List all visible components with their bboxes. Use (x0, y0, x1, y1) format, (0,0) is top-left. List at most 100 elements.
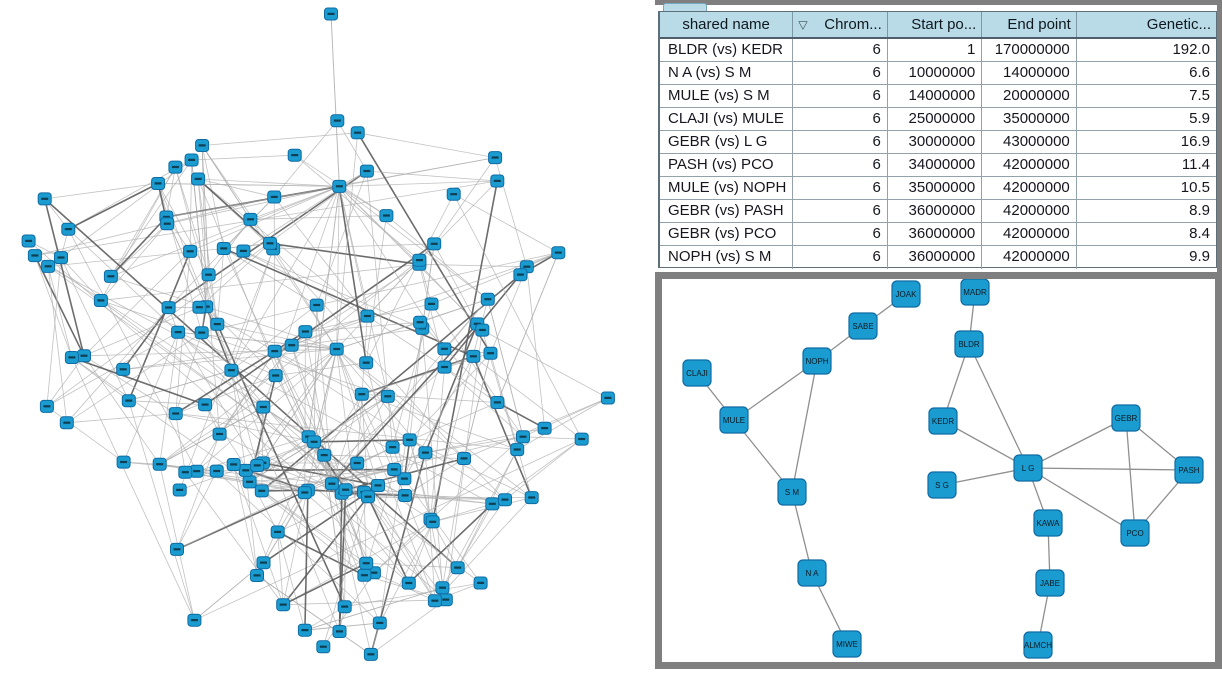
cell-start_point[interactable]: 1 (888, 39, 983, 61)
cell-end_point[interactable]: 42000000 (982, 223, 1077, 245)
graph-node-label (258, 490, 265, 492)
cell-start_point[interactable]: 36000000 (888, 223, 983, 245)
cell-start_point[interactable]: 36000000 (888, 246, 983, 269)
cell-start_point[interactable]: 35000000 (888, 177, 983, 199)
graph-node-label (431, 600, 438, 602)
column-header-end-point[interactable]: End point (982, 12, 1077, 37)
cell-shared_name[interactable]: CLAJI (vs) MULE (660, 108, 793, 130)
cell-shared_name[interactable]: GEBR (vs) PCO (660, 223, 793, 245)
cell-end_point[interactable]: 20000000 (982, 85, 1077, 107)
cell-end_point[interactable]: 42000000 (982, 246, 1077, 269)
graph-node-label (417, 321, 424, 323)
graph-node-label (174, 548, 181, 550)
column-header-start-point[interactable]: Start po... (888, 12, 983, 37)
overview-network-canvas[interactable] (0, 0, 655, 674)
graph-node-label (494, 401, 501, 403)
graph-node-label (363, 170, 370, 172)
cell-start_point[interactable]: 14000000 (888, 85, 983, 107)
cell-end_point[interactable]: 14000000 (982, 62, 1077, 84)
cell-chromosome[interactable]: 6 (793, 131, 888, 153)
cell-shared_name[interactable]: MULE (vs) S M (660, 85, 793, 107)
cell-shared_name[interactable]: MULE (vs) NOPH (660, 177, 793, 199)
cell-chromosome[interactable]: 6 (793, 200, 888, 222)
filter-icon[interactable]: ▽ (798, 18, 807, 31)
graph-node-label (311, 441, 318, 443)
cell-shared_name[interactable]: GEBR (vs) L G (660, 131, 793, 153)
graph-node-label: L G (1022, 464, 1035, 473)
cell-end_point[interactable]: 35000000 (982, 108, 1077, 130)
cell-genetic[interactable]: 7.5 (1077, 85, 1216, 107)
cell-genetic[interactable]: 9.9 (1077, 246, 1216, 269)
cell-start_point[interactable]: 10000000 (888, 62, 983, 84)
cell-chromosome[interactable]: 6 (793, 108, 888, 130)
column-header-chromosome[interactable]: ▽Chrom... (793, 12, 888, 37)
column-header-shared-name[interactable]: shared name (660, 12, 793, 37)
overview-network-svg[interactable] (0, 0, 655, 669)
cell-chromosome[interactable]: 6 (793, 246, 888, 269)
cell-start_point[interactable]: 34000000 (888, 154, 983, 176)
graph-node-label (254, 574, 261, 576)
cell-shared_name[interactable]: N A (vs) S M (660, 62, 793, 84)
graph-node-label (155, 182, 162, 184)
cell-genetic[interactable]: 11.4 (1077, 154, 1216, 176)
graph-node-label (205, 274, 212, 276)
table-panel-tab[interactable] (663, 3, 707, 11)
cell-end_point[interactable]: 42000000 (982, 200, 1077, 222)
graph-edge (434, 158, 495, 244)
cell-genetic[interactable]: 192.0 (1077, 39, 1216, 61)
graph-edge (111, 217, 166, 276)
cell-start_point[interactable]: 36000000 (888, 200, 983, 222)
graph-node-label (365, 496, 372, 498)
graph-node-label (216, 433, 223, 435)
cell-shared_name[interactable]: NOPH (vs) S M (660, 246, 793, 269)
cell-genetic[interactable]: 8.4 (1077, 223, 1216, 245)
cell-chromosome[interactable]: 6 (793, 154, 888, 176)
cell-end_point[interactable]: 170000000 (982, 39, 1077, 61)
cell-chromosome[interactable]: 6 (793, 39, 888, 61)
graph-node-label (354, 462, 361, 464)
graph-node-label (363, 562, 370, 564)
graph-node-label (376, 622, 383, 624)
cell-end_point[interactable]: 42000000 (982, 177, 1077, 199)
cell-genetic[interactable]: 10.5 (1077, 177, 1216, 199)
cell-start_point[interactable]: 25000000 (888, 108, 983, 130)
graph-node-label (364, 315, 371, 317)
cell-end_point[interactable]: 43000000 (982, 131, 1077, 153)
cell-shared_name[interactable]: BLDR (vs) KEDR (660, 39, 793, 61)
cell-genetic[interactable]: 5.9 (1077, 108, 1216, 130)
cell-chromosome[interactable]: 6 (793, 223, 888, 245)
graph-node-label (291, 154, 298, 156)
graph-node-label (484, 298, 491, 300)
cell-chromosome[interactable]: 6 (793, 62, 888, 84)
graph-edge (1126, 418, 1135, 533)
graph-node-label (271, 350, 278, 352)
cell-end_point[interactable]: 42000000 (982, 154, 1077, 176)
graph-edge (202, 146, 250, 220)
cell-chromosome[interactable]: 6 (793, 85, 888, 107)
column-header-genetic[interactable]: Genetic... (1077, 12, 1216, 37)
cell-start_point[interactable]: 30000000 (888, 131, 983, 153)
graph-edge (497, 403, 544, 429)
cell-shared_name[interactable]: PASH (vs) PCO (660, 154, 793, 176)
graph-edge (433, 522, 458, 568)
graph-edge (969, 344, 1028, 468)
cell-genetic[interactable]: 6.6 (1077, 62, 1216, 84)
graph-node-label (401, 478, 408, 480)
cell-chromosome[interactable]: 6 (793, 177, 888, 199)
cell-genetic[interactable]: 8.9 (1077, 200, 1216, 222)
cell-genetic[interactable]: 16.9 (1077, 131, 1216, 153)
cell-shared_name[interactable]: GEBR (vs) PASH (660, 200, 793, 222)
graph-node-label: ALMCH (1024, 641, 1052, 650)
